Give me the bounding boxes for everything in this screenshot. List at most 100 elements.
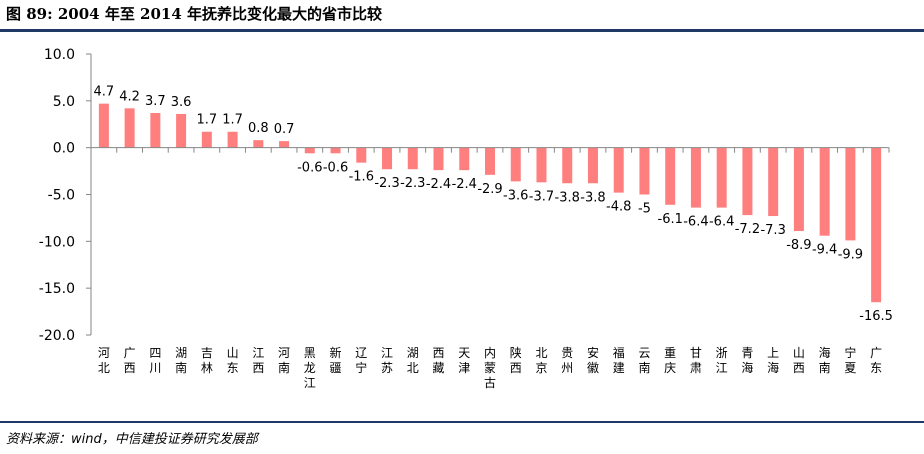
data-label: -3.8	[555, 190, 580, 205]
title-rule	[0, 29, 924, 32]
x-tick-label: 青海	[741, 346, 753, 375]
bar	[510, 147, 521, 182]
data-label: -7.2	[735, 222, 760, 237]
y-tick-label: 0.0	[53, 141, 75, 157]
bar	[793, 147, 804, 232]
data-label: 0.8	[248, 121, 269, 136]
bar	[819, 147, 830, 236]
x-tick-label: 河北	[98, 346, 110, 375]
y-tick-label: -15.0	[39, 281, 75, 297]
data-label: 4.7	[94, 85, 115, 100]
x-tick-label: 黑龙江	[304, 346, 316, 390]
x-tick-label: 新疆	[330, 345, 342, 375]
bar	[587, 147, 598, 184]
bar	[871, 147, 882, 303]
data-label: -0.6	[297, 160, 322, 175]
x-tick-label: 宁夏	[844, 345, 856, 375]
source-note: 资料来源：wind，中信建投证券研究发展部	[6, 432, 258, 447]
x-tick-label: 辽宁	[355, 346, 367, 375]
data-label: -8.9	[786, 238, 811, 253]
data-label: -16.5	[859, 309, 893, 324]
bar	[330, 147, 341, 154]
x-tick-label: 浙江	[716, 346, 728, 375]
bar-chart: 10.0 5.0 0.0 -5.0 -10.0 -15.0 -20.0 4.7 4.2 3.7 3…	[39, 47, 893, 390]
x-tick-label: 江苏	[381, 346, 393, 375]
data-label: -6.4	[709, 215, 734, 230]
bar	[227, 131, 238, 148]
x-tick-label: 云南	[638, 346, 650, 375]
bar	[690, 147, 701, 208]
x-tick-label: 内蒙古	[484, 346, 496, 390]
x-tick-label: 贵州	[561, 346, 573, 375]
bar	[716, 147, 727, 208]
bar	[768, 147, 779, 217]
bar	[150, 113, 161, 148]
bar	[356, 147, 367, 163]
y-tick-label: -5.0	[48, 188, 75, 204]
bar	[407, 147, 418, 170]
bar	[253, 140, 264, 148]
y-tick-label: -10.0	[39, 234, 75, 250]
x-tick-label: 广东	[870, 346, 882, 375]
data-labels: 4.7 4.2 3.7 3.61.7 1.70.8 0.7-0.6 -0.6-1.6 -2.3…	[94, 85, 893, 325]
x-tick-label: 吉林	[201, 346, 213, 375]
x-tick-label: 天津	[458, 346, 470, 375]
x-tick-label: 江西	[252, 346, 264, 375]
bar	[845, 147, 856, 241]
bar	[639, 147, 650, 195]
data-label: 3.7	[145, 94, 166, 109]
data-label: -0.6	[323, 160, 348, 175]
data-label: -2.3	[374, 176, 399, 191]
y-axis: 10.0 5.0 0.0 -5.0 -10.0 -15.0 -20.0	[39, 47, 92, 344]
bar	[124, 108, 135, 148]
source-rule	[0, 421, 924, 423]
data-label: -6.1	[658, 212, 683, 227]
y-tick-label: 10.0	[44, 47, 75, 63]
bar	[613, 147, 624, 193]
x-tick-label: 山西	[793, 346, 805, 375]
bars	[98, 103, 882, 303]
bar	[304, 147, 315, 154]
x-tick-label: 四川	[149, 346, 161, 375]
bar	[459, 147, 470, 171]
data-label: -7.3	[760, 223, 785, 238]
y-tick-label: -20.0	[39, 328, 75, 344]
data-label: -9.9	[838, 247, 863, 262]
data-label: 1.7	[196, 113, 217, 128]
bar	[382, 147, 393, 170]
x-tick-label: 西藏	[433, 346, 445, 375]
data-label: 3.6	[171, 95, 192, 110]
data-label: -1.6	[349, 170, 374, 185]
data-label: 4.2	[119, 89, 140, 104]
bar	[562, 147, 573, 184]
data-label: -2.4	[426, 177, 451, 192]
x-tick-label: 甘肃	[690, 346, 702, 375]
x-tick-label: 北京	[535, 346, 547, 375]
x-tick-label: 山东	[227, 346, 239, 375]
x-tick-label: 安徽	[587, 345, 599, 375]
bar	[279, 141, 290, 148]
data-label: -2.9	[477, 182, 502, 197]
x-tick-label: 河南	[278, 346, 290, 375]
bar	[742, 147, 753, 216]
x-tick-label: 上海	[767, 346, 779, 375]
data-label: -2.3	[400, 176, 425, 191]
data-label: -9.4	[812, 243, 837, 258]
data-label: -3.8	[580, 190, 605, 205]
x-tick-label: 广西	[124, 346, 136, 375]
bar	[201, 131, 212, 148]
x-tick-label: 福建	[613, 345, 625, 375]
bar	[176, 113, 187, 148]
data-label: -2.4	[452, 177, 477, 192]
x-tick-label: 湖北	[407, 345, 419, 375]
x-tick-label: 重庆	[664, 346, 676, 375]
data-label: -3.6	[503, 188, 528, 203]
bar	[433, 147, 444, 171]
figure-title: 图 89: 2004 年至 2014 年抚养比变化最大的省市比较	[6, 5, 383, 23]
data-label: 0.7	[274, 122, 295, 137]
x-tick-label: 陕西	[510, 345, 522, 375]
data-label: -3.7	[529, 189, 554, 204]
y-tick-label: 5.0	[53, 94, 75, 110]
bar	[665, 147, 676, 205]
